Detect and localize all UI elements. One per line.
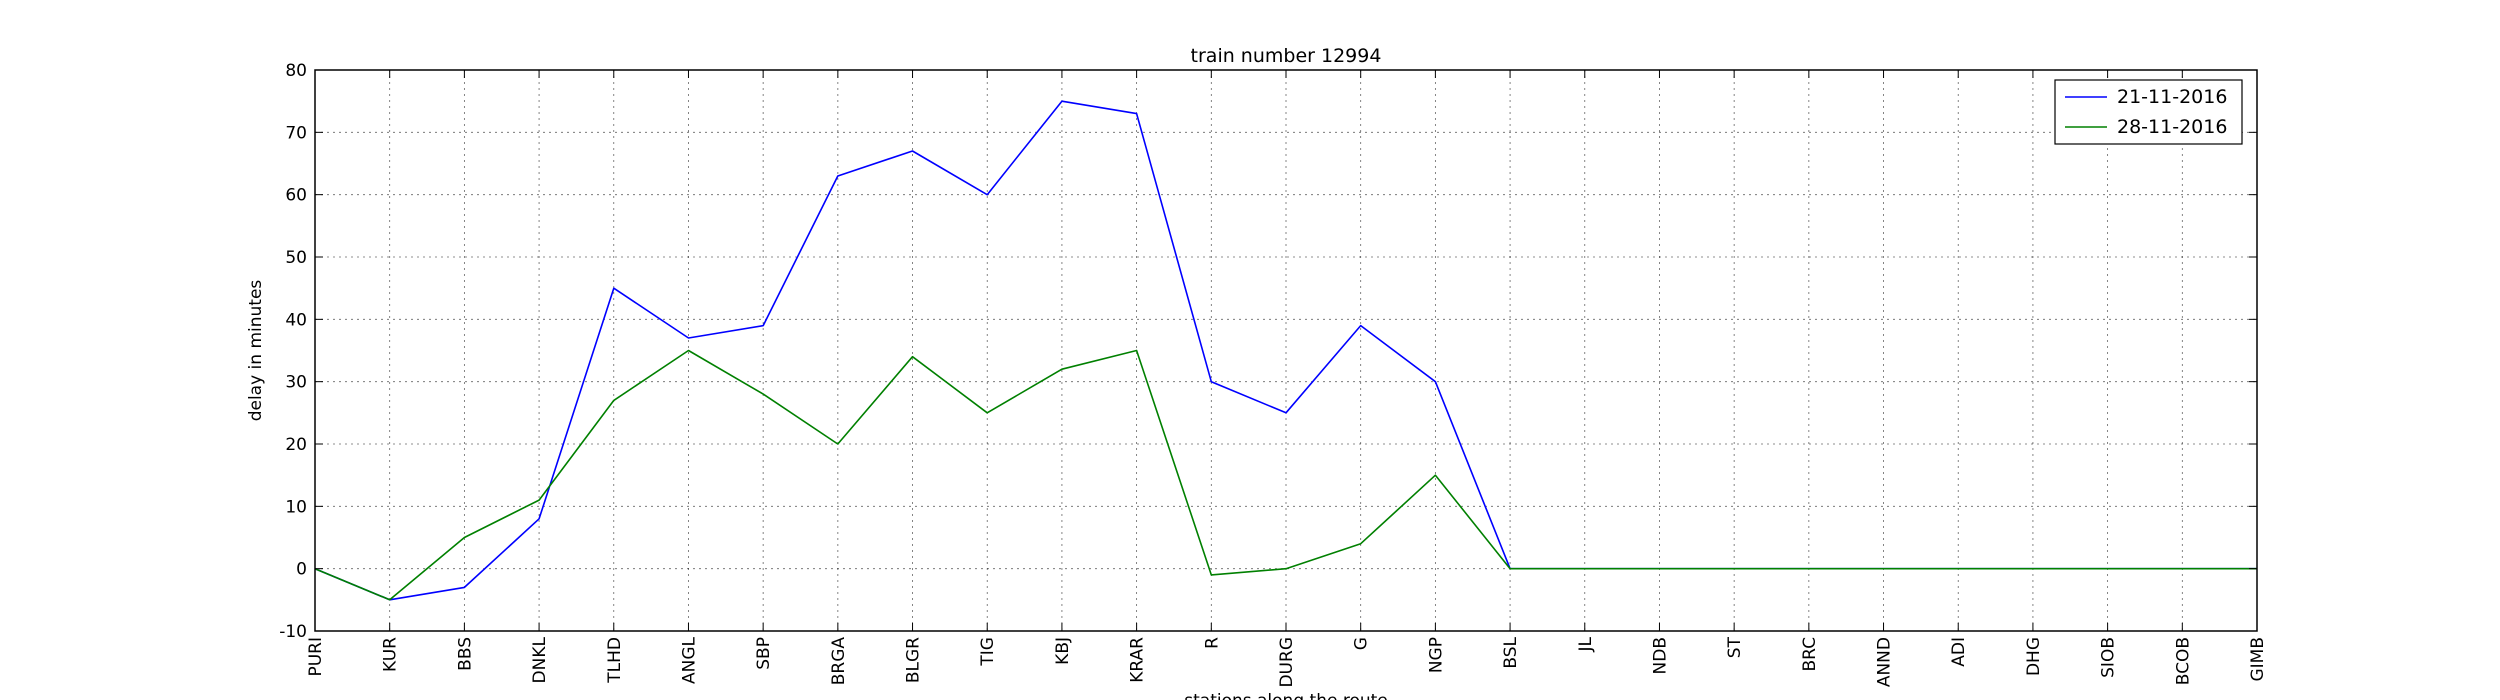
tick-label-y: 40 xyxy=(285,310,307,330)
tick-label-x: DNKL xyxy=(530,636,550,683)
tick-label-x: ADI xyxy=(1949,637,1969,667)
tick-label-x: TLHD xyxy=(605,637,625,684)
tick-label-x: BLGR xyxy=(904,637,924,683)
tick-label-x: BBS xyxy=(455,637,475,671)
tick-label-x: TIG xyxy=(978,637,998,667)
chart-title: train number 12994 xyxy=(1191,45,1382,67)
x-axis: PURI KUR BBS DNKL TLHD ANGL SBP BRGA BLGR TIG KBJ K… xyxy=(306,70,2268,688)
tick-label-x: ST xyxy=(1725,636,1745,658)
tick-label-x: BRGA xyxy=(829,637,849,686)
y-axis: -10 0 10 20 30 40 50 60 70 80 xyxy=(279,61,2257,642)
legend-box xyxy=(2054,79,2243,145)
tick-label-x: G xyxy=(1352,637,1372,650)
tick-label-y: 80 xyxy=(285,61,307,81)
tick-label-x: NGP xyxy=(1426,637,1446,673)
tick-label-x: R xyxy=(1202,637,1222,649)
tick-label-x: PURI xyxy=(306,637,326,677)
tick-label-y: 10 xyxy=(285,497,307,517)
tick-label-x: KUR xyxy=(381,637,401,672)
tick-label-x: SIOB xyxy=(2099,637,2119,678)
tick-label-y: 20 xyxy=(285,435,307,455)
tick-label-x: DURG xyxy=(1277,637,1297,688)
x-axis-label: stations along the route xyxy=(1184,691,1388,700)
tick-label-x: ANND xyxy=(1875,637,1895,687)
tick-label-y: 0 xyxy=(296,560,307,580)
series-line-2 xyxy=(314,349,2257,601)
tick-label-x: KRAR xyxy=(1128,637,1148,683)
tick-label-y: 70 xyxy=(285,123,307,143)
tick-label-y: -10 xyxy=(279,622,307,642)
tick-label-x: BRC xyxy=(1800,637,1820,672)
legend-label-1: 21-11-2016 xyxy=(2117,86,2227,108)
tick-label-x: SBP xyxy=(754,637,774,670)
tick-label-y: 50 xyxy=(285,248,307,268)
series-layer xyxy=(314,100,2257,601)
tick-label-x: GIMB xyxy=(2248,637,2268,682)
y-axis-label: delay in minutes xyxy=(246,280,266,422)
legend: 21-11-2016 28-11-2016 xyxy=(2054,79,2243,145)
tick-label-x: DHG xyxy=(2024,637,2044,676)
tick-label-x: JL xyxy=(1576,636,1596,652)
tick-label-x: BSL xyxy=(1501,636,1521,668)
series-line-1 xyxy=(314,100,2257,601)
tick-label-x: NDB xyxy=(1650,637,1670,674)
legend-label-2: 28-11-2016 xyxy=(2117,116,2227,138)
tick-label-x: BCOB xyxy=(2173,637,2193,685)
tick-label-y: 60 xyxy=(285,186,307,206)
tick-label-x: KBJ xyxy=(1053,637,1073,665)
tick-label-x: ANGL xyxy=(679,636,699,684)
tick-label-y: 30 xyxy=(285,373,307,393)
grid xyxy=(314,69,2258,632)
